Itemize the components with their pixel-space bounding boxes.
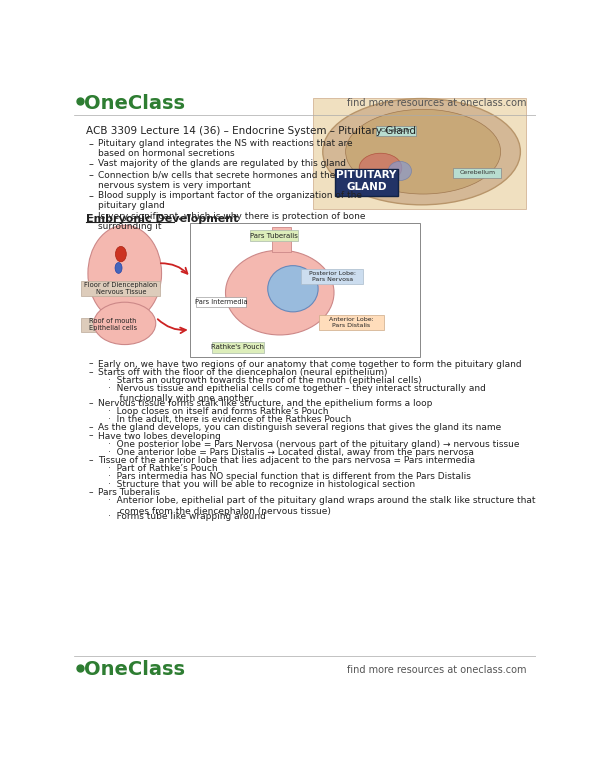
Text: Pars Tuberalis: Pars Tuberalis bbox=[250, 233, 298, 239]
Text: –: – bbox=[88, 139, 93, 149]
Text: Rathke's Pouch: Rathke's Pouch bbox=[211, 344, 264, 350]
Text: ·  Starts an outgrowth towards the roof of the mouth (epithelial cells): · Starts an outgrowth towards the roof o… bbox=[108, 376, 422, 385]
Ellipse shape bbox=[226, 250, 334, 335]
Text: ·  In the adult, there is evidence of the Rathkes Pouch: · In the adult, there is evidence of the… bbox=[108, 416, 352, 424]
Text: find more resources at oneclass.com: find more resources at oneclass.com bbox=[347, 665, 526, 675]
Text: Floor of Diencephalon
Nervous Tissue: Floor of Diencephalon Nervous Tissue bbox=[84, 283, 158, 295]
Ellipse shape bbox=[115, 263, 122, 273]
FancyBboxPatch shape bbox=[453, 168, 502, 178]
FancyBboxPatch shape bbox=[302, 269, 364, 284]
Text: Nervous tissue forms stalk like structure, and the epithelium forms a loop: Nervous tissue forms stalk like structur… bbox=[98, 399, 432, 408]
Text: Connection b/w cells that secrete hormones and the
nervous system is very import: Connection b/w cells that secrete hormon… bbox=[98, 170, 335, 189]
Text: Blood supply is important factor of the organization of the
pituitary gland: Blood supply is important factor of the … bbox=[98, 191, 362, 210]
Ellipse shape bbox=[88, 225, 162, 322]
Text: ·  One anterior lobe = Pars Distalis → Located distal, away from the pars nervos: · One anterior lobe = Pars Distalis → Lo… bbox=[108, 448, 474, 457]
FancyBboxPatch shape bbox=[335, 169, 398, 196]
FancyBboxPatch shape bbox=[250, 230, 298, 241]
Ellipse shape bbox=[94, 302, 156, 345]
FancyBboxPatch shape bbox=[196, 297, 246, 307]
FancyBboxPatch shape bbox=[82, 281, 161, 296]
FancyBboxPatch shape bbox=[272, 227, 292, 252]
Ellipse shape bbox=[389, 161, 412, 180]
Ellipse shape bbox=[346, 109, 500, 194]
FancyBboxPatch shape bbox=[212, 342, 264, 353]
Text: –: – bbox=[88, 170, 93, 180]
Ellipse shape bbox=[268, 266, 318, 312]
FancyBboxPatch shape bbox=[318, 315, 384, 330]
Text: Embryonic Development: Embryonic Development bbox=[86, 214, 239, 224]
FancyBboxPatch shape bbox=[313, 98, 526, 209]
Text: –: – bbox=[88, 360, 93, 369]
Text: find more resources at oneclass.com: find more resources at oneclass.com bbox=[347, 99, 526, 108]
Text: –: – bbox=[88, 159, 93, 169]
Text: ·  Nervous tissue and epithelial cells come together – they interact structurall: · Nervous tissue and epithelial cells co… bbox=[108, 383, 486, 403]
Text: ACB 3309 Lecture 14 (36) – Endocrine System – Pituitary Gland: ACB 3309 Lecture 14 (36) – Endocrine Sys… bbox=[86, 126, 416, 136]
FancyBboxPatch shape bbox=[190, 223, 420, 357]
Text: –: – bbox=[88, 212, 93, 222]
Text: –: – bbox=[88, 399, 93, 408]
Text: OneClass: OneClass bbox=[84, 661, 184, 679]
Text: Tissue of the anterior lobe that lies adjacent to the pars nervosa = Pars interm: Tissue of the anterior lobe that lies ad… bbox=[98, 456, 475, 465]
Text: –: – bbox=[88, 367, 93, 377]
Ellipse shape bbox=[115, 246, 126, 262]
Ellipse shape bbox=[359, 153, 402, 182]
Text: Starts off with the floor of the diencephalon (neural epithelium): Starts off with the floor of the diencep… bbox=[98, 367, 387, 377]
Text: ·  Loop closes on itself and forms Rathke’s Pouch: · Loop closes on itself and forms Rathke… bbox=[108, 407, 329, 417]
Text: –: – bbox=[88, 191, 93, 201]
Text: –: – bbox=[88, 424, 93, 433]
Text: ·  Structure that you will be able to recognize in histological section: · Structure that you will be able to rec… bbox=[108, 480, 415, 489]
Text: Pituitary gland integrates the NS with reactions that are
based on hormonal secr: Pituitary gland integrates the NS with r… bbox=[98, 139, 352, 158]
Text: Posterior Lobe:
Pars Nervosa: Posterior Lobe: Pars Nervosa bbox=[309, 271, 356, 282]
Text: Is very significant, which is why there is protection of bone
surrounding it: Is very significant, which is why there … bbox=[98, 212, 365, 231]
Text: Cerebrum: Cerebrum bbox=[380, 129, 412, 133]
Text: Early on, we have two regions of our anatomy that come together to form the pitu: Early on, we have two regions of our ana… bbox=[98, 360, 521, 369]
Text: ·  Part of Rathke’s Pouch: · Part of Rathke’s Pouch bbox=[108, 464, 218, 473]
Text: –: – bbox=[88, 488, 93, 497]
Text: As the gland develops, you can distinguish several regions that gives the gland : As the gland develops, you can distingui… bbox=[98, 424, 501, 433]
Text: Vast majority of the glands are regulated by this gland: Vast majority of the glands are regulate… bbox=[98, 159, 346, 169]
Text: Roof of mouth
Epithelial cells: Roof of mouth Epithelial cells bbox=[89, 319, 137, 331]
Text: ·  Pars intermedia has NO special function that is different from the Pars Dista: · Pars intermedia has NO special functio… bbox=[108, 472, 471, 481]
Text: Pars Intermedia: Pars Intermedia bbox=[195, 299, 247, 305]
Text: Pars Tuberalis: Pars Tuberalis bbox=[98, 488, 159, 497]
FancyBboxPatch shape bbox=[82, 318, 145, 332]
Text: ·  Anterior lobe, epithelial part of the pituitary gland wraps around the stalk : · Anterior lobe, epithelial part of the … bbox=[108, 496, 536, 516]
Text: PITUITARY
GLAND: PITUITARY GLAND bbox=[336, 170, 397, 192]
Text: –: – bbox=[88, 456, 93, 465]
Text: Anterior Lobe:
Pars Distalis: Anterior Lobe: Pars Distalis bbox=[328, 317, 374, 328]
FancyBboxPatch shape bbox=[376, 126, 416, 136]
Text: OneClass: OneClass bbox=[84, 94, 184, 112]
Text: –: – bbox=[88, 431, 93, 440]
Text: ·  One posterior lobe = Pars Nervosa (nervous part of the pituitary gland) → ner: · One posterior lobe = Pars Nervosa (ner… bbox=[108, 440, 520, 449]
Text: Cerebellum: Cerebellum bbox=[459, 170, 496, 175]
Text: Have two lobes developing: Have two lobes developing bbox=[98, 431, 221, 440]
Ellipse shape bbox=[322, 99, 521, 205]
Text: ·  Forms tube like wrapping around: · Forms tube like wrapping around bbox=[108, 511, 267, 521]
